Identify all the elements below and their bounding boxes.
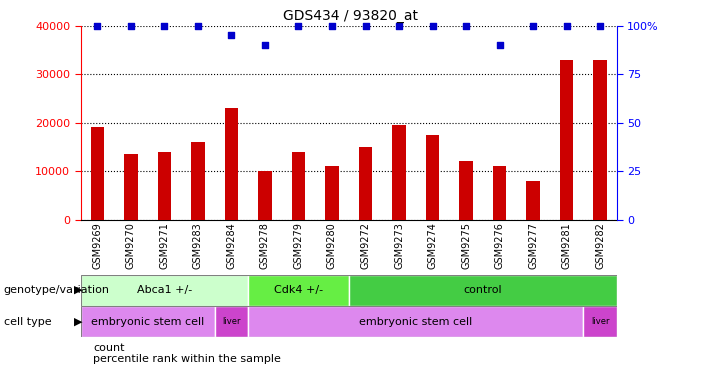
Point bbox=[327, 23, 338, 29]
Bar bbox=[526, 181, 540, 220]
Bar bbox=[560, 60, 573, 220]
Bar bbox=[225, 108, 238, 220]
Point bbox=[192, 23, 203, 29]
Bar bbox=[393, 125, 406, 220]
Text: control: control bbox=[463, 285, 502, 295]
Point bbox=[226, 32, 237, 38]
Text: GDS434 / 93820_at: GDS434 / 93820_at bbox=[283, 9, 418, 23]
Point bbox=[527, 23, 538, 29]
Point bbox=[393, 23, 404, 29]
Bar bbox=[325, 166, 339, 220]
Text: embryonic stem cell: embryonic stem cell bbox=[359, 317, 472, 327]
Bar bbox=[359, 147, 372, 220]
Text: Abca1 +/-: Abca1 +/- bbox=[137, 285, 192, 295]
Bar bbox=[90, 127, 104, 220]
Bar bbox=[292, 152, 305, 220]
Text: cell type: cell type bbox=[4, 317, 51, 327]
Bar bbox=[81, 306, 215, 337]
Bar bbox=[594, 60, 607, 220]
Bar bbox=[158, 152, 171, 220]
Text: liver: liver bbox=[591, 317, 609, 326]
Bar bbox=[258, 171, 272, 220]
Bar bbox=[124, 154, 137, 220]
Bar bbox=[583, 306, 617, 337]
Point bbox=[360, 23, 371, 29]
Text: percentile rank within the sample: percentile rank within the sample bbox=[93, 354, 281, 365]
Bar bbox=[248, 274, 349, 306]
Bar bbox=[215, 306, 248, 337]
Bar bbox=[248, 306, 583, 337]
Bar bbox=[426, 135, 440, 220]
Text: liver: liver bbox=[222, 317, 240, 326]
Bar bbox=[349, 274, 617, 306]
Point bbox=[561, 23, 572, 29]
Point bbox=[159, 23, 170, 29]
Text: embryonic stem cell: embryonic stem cell bbox=[91, 317, 204, 327]
Point bbox=[494, 42, 505, 48]
Point bbox=[594, 23, 606, 29]
Text: ▶: ▶ bbox=[74, 317, 82, 327]
Point bbox=[461, 23, 472, 29]
Point bbox=[293, 23, 304, 29]
Point bbox=[125, 23, 137, 29]
Text: count: count bbox=[93, 343, 125, 354]
Bar bbox=[493, 166, 506, 220]
Text: genotype/variation: genotype/variation bbox=[4, 285, 109, 295]
Bar bbox=[81, 274, 248, 306]
Point bbox=[92, 23, 103, 29]
Text: ▶: ▶ bbox=[74, 285, 82, 295]
Point bbox=[259, 42, 271, 48]
Bar bbox=[191, 142, 205, 220]
Text: Cdk4 +/-: Cdk4 +/- bbox=[274, 285, 323, 295]
Point bbox=[427, 23, 438, 29]
Bar bbox=[459, 161, 472, 220]
